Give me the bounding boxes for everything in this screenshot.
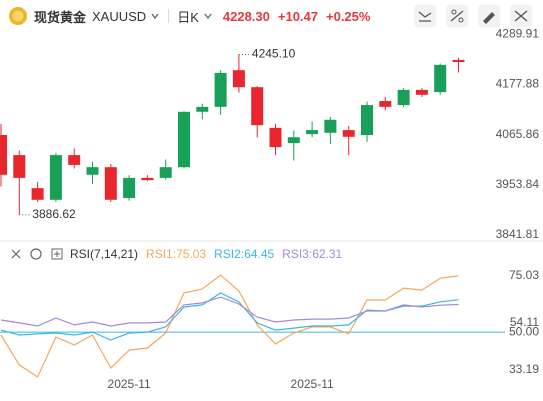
last-price: 4228.30 bbox=[222, 8, 270, 24]
legend-entry: RSI175.03 bbox=[146, 247, 206, 261]
candle-body bbox=[434, 64, 447, 93]
rsi-line bbox=[0, 296, 459, 327]
indicator-icons bbox=[11, 248, 63, 260]
candle-body bbox=[49, 155, 62, 200]
separator bbox=[168, 9, 170, 23]
candle-body bbox=[324, 119, 337, 133]
candle-body bbox=[397, 89, 410, 106]
price-change: +10.47 bbox=[277, 8, 318, 24]
candle-body bbox=[342, 130, 355, 137]
candle-body bbox=[159, 167, 172, 178]
candle-body bbox=[0, 135, 7, 175]
gold-icon bbox=[9, 7, 27, 25]
candle-body bbox=[196, 106, 209, 112]
candle-body bbox=[68, 155, 81, 165]
legend-value: 75.03 bbox=[176, 247, 207, 261]
candle-body bbox=[306, 130, 319, 135]
candle-body bbox=[214, 72, 227, 107]
legend-value: 62.31 bbox=[312, 247, 343, 261]
tool-button[interactable] bbox=[478, 5, 500, 27]
legend-entry: RSI362.31 bbox=[282, 247, 342, 261]
legend-name: RSI1 bbox=[146, 247, 176, 261]
legend-name: RSI2 bbox=[214, 247, 244, 261]
candle-body bbox=[232, 70, 245, 88]
dropdown-arrow[interactable] bbox=[150, 11, 160, 21]
rsi-line bbox=[0, 292, 459, 341]
instrument-name: 现货黄金 bbox=[34, 9, 87, 25]
y-tick-label: 50.00 bbox=[509, 324, 539, 338]
y-tick-label: 4177.88 bbox=[496, 77, 540, 91]
tool-button[interactable] bbox=[510, 5, 532, 27]
toolbar: 现货黄金 XAUUSD 日K 4228.30 +10.47 +0.25% bbox=[0, 0, 543, 32]
candle-body bbox=[123, 177, 136, 198]
y-tick-label: 3841.81 bbox=[496, 227, 540, 241]
dropdown-arrow[interactable] bbox=[203, 11, 213, 21]
close-icon[interactable] bbox=[11, 249, 21, 259]
y-tick-label: 75.03 bbox=[509, 268, 539, 282]
indicator-bar: RSI(7,14,21) RSI175.03 RSI264.45 RSI362.… bbox=[0, 244, 543, 264]
indicator-title: RSI(7,14,21) bbox=[70, 247, 139, 261]
candle-body bbox=[379, 101, 392, 107]
candle-body bbox=[415, 89, 428, 95]
y-tick-label: 54.11 bbox=[510, 315, 539, 329]
settings-icon[interactable] bbox=[30, 248, 42, 260]
low-annotation: 3886.62 bbox=[32, 207, 76, 221]
candle-body bbox=[141, 177, 154, 181]
x-tick-label: 2025-11 bbox=[291, 377, 334, 391]
period[interactable]: 日K bbox=[177, 9, 199, 25]
price-change-pct: +0.25% bbox=[326, 8, 371, 24]
candle-body bbox=[361, 105, 373, 135]
y-tick-label: 3953.84 bbox=[496, 177, 540, 191]
y-tick-label: 33.19 bbox=[509, 362, 539, 376]
symbol[interactable]: XAUUSD bbox=[92, 8, 147, 24]
tool-button[interactable] bbox=[414, 5, 436, 27]
candle-body bbox=[251, 87, 264, 126]
tool-icons bbox=[414, 5, 532, 27]
candle-body bbox=[178, 111, 190, 168]
tool-button[interactable] bbox=[446, 5, 468, 27]
rsi-line bbox=[0, 274, 459, 378]
candle-body bbox=[31, 188, 44, 200]
candle-body bbox=[452, 59, 465, 63]
legend-value: 64.45 bbox=[244, 247, 275, 261]
expand-icon[interactable] bbox=[51, 248, 63, 260]
legend-entry: RSI264.45 bbox=[214, 247, 274, 261]
x-tick-label: 2025-11 bbox=[108, 377, 151, 391]
candle-body bbox=[269, 127, 282, 148]
y-tick-label: 4065.86 bbox=[496, 127, 540, 141]
candle-body bbox=[104, 167, 117, 200]
candle-body bbox=[13, 155, 26, 178]
candle-body bbox=[86, 167, 99, 175]
candle-body bbox=[287, 137, 300, 144]
legend-name: RSI3 bbox=[282, 247, 312, 261]
high-annotation: 4245.10 bbox=[252, 47, 296, 61]
